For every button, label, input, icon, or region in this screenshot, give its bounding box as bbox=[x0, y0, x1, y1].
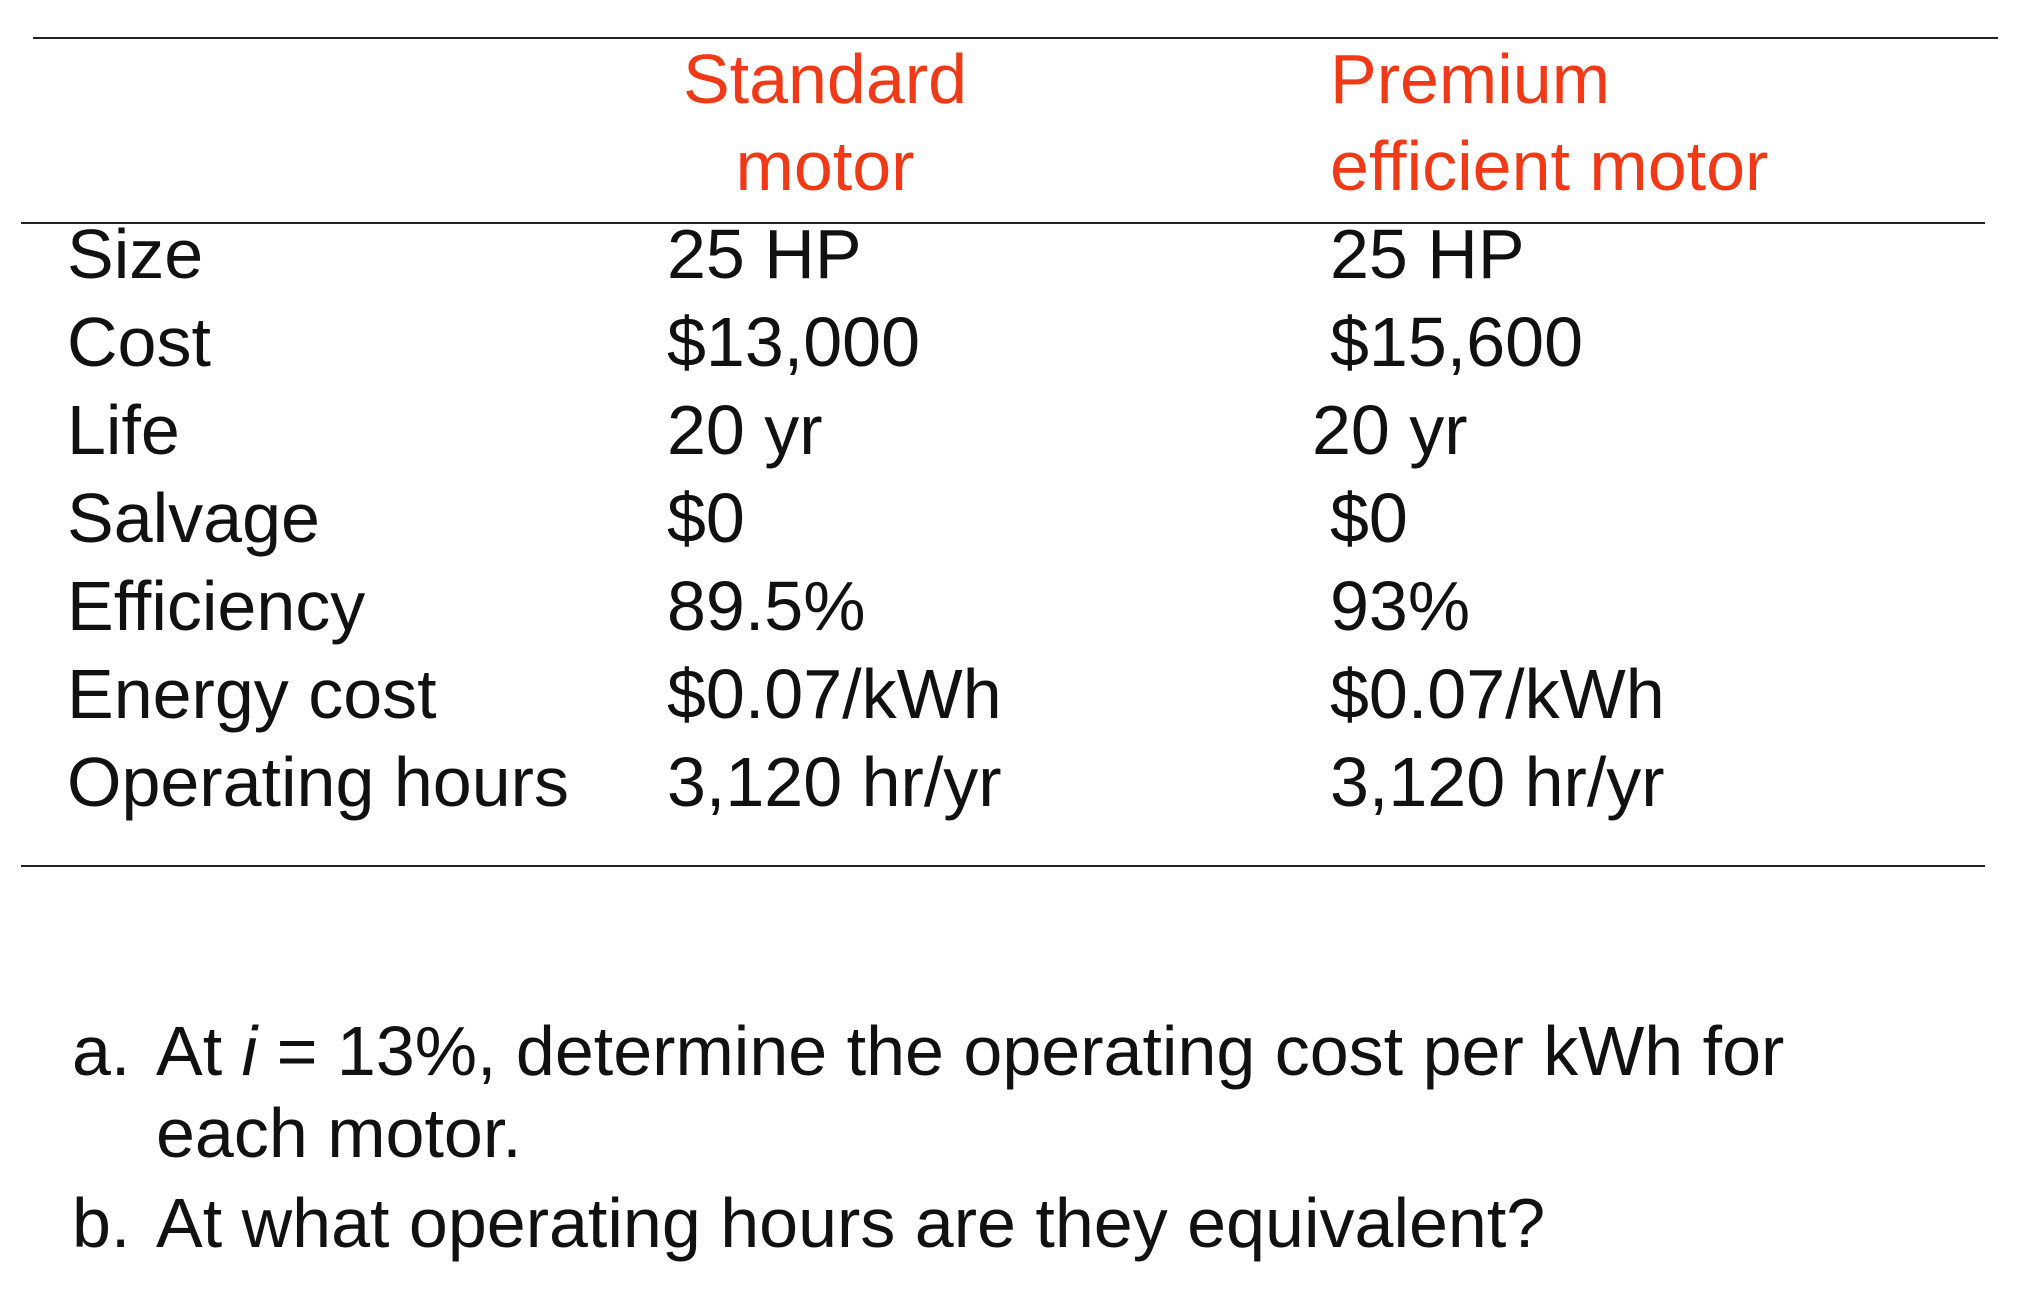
premium-value: 25 HP bbox=[1330, 215, 1525, 293]
question-a-prefix: At bbox=[156, 1012, 242, 1090]
premium-value: 20 yr bbox=[1312, 391, 1468, 469]
row-label: Salvage bbox=[67, 479, 320, 557]
table-row-operating-hours: Operating hours 3,120 hr/yr 3,120 hr/yr bbox=[0, 738, 2032, 826]
question-a: a. At i = 13%, determine the operating co… bbox=[72, 1010, 1784, 1174]
premium-value: $0.07/kWh bbox=[1330, 655, 1665, 733]
row-label: Cost bbox=[67, 303, 211, 381]
table-top-rule bbox=[33, 37, 1998, 39]
table-bottom-rule bbox=[21, 865, 1985, 867]
standard-value: 25 HP bbox=[667, 215, 862, 293]
question-a-line-2: each motor. bbox=[156, 1094, 522, 1172]
header-standard-line-2: motor bbox=[735, 127, 915, 205]
header-premium-motor: Premium efficient motor bbox=[1330, 36, 1768, 210]
question-list: a. At i = 13%, determine the operating co… bbox=[72, 1010, 1784, 1264]
table-row-energy-cost: Energy cost $0.07/kWh $0.07/kWh bbox=[0, 650, 2032, 738]
header-standard-line-1: Standard bbox=[682, 40, 968, 118]
standard-value: $13,000 bbox=[667, 303, 921, 381]
premium-value: $0 bbox=[1330, 479, 1408, 557]
row-label: Energy cost bbox=[67, 655, 437, 733]
row-label: Efficiency bbox=[67, 567, 366, 645]
standard-value: $0.07/kWh bbox=[667, 655, 1002, 733]
table-row-size: Size 25 HP 25 HP bbox=[0, 210, 2032, 298]
standard-value: 89.5% bbox=[667, 567, 866, 645]
question-b: b. At what operating hours are they equiv… bbox=[72, 1182, 1784, 1264]
table-row-salvage: Salvage $0 $0 bbox=[0, 474, 2032, 562]
question-b-marker: b. bbox=[72, 1184, 131, 1262]
header-divider-rule bbox=[21, 222, 1985, 224]
header-premium-line-1: Premium bbox=[1330, 40, 1611, 118]
table-row-life: Life 20 yr 20 yr bbox=[0, 386, 2032, 474]
standard-value: 20 yr bbox=[667, 391, 823, 469]
premium-value: 3,120 hr/yr bbox=[1330, 743, 1665, 821]
question-a-marker: a. bbox=[72, 1012, 131, 1090]
question-a-variable: i bbox=[241, 1012, 258, 1090]
table-row-efficiency: Efficiency 89.5% 93% bbox=[0, 562, 2032, 650]
row-label: Size bbox=[67, 215, 204, 293]
premium-value: 93% bbox=[1330, 567, 1471, 645]
row-label: Life bbox=[67, 391, 180, 469]
standard-value: $0 bbox=[667, 479, 745, 557]
table-row-cost: Cost $13,000 $15,600 bbox=[0, 298, 2032, 386]
question-b-text: At what operating hours are they equival… bbox=[156, 1184, 1546, 1262]
header-premium-line-2: efficient motor bbox=[1330, 127, 1769, 205]
premium-value: $15,600 bbox=[1330, 303, 1584, 381]
row-label: Operating hours bbox=[67, 743, 569, 821]
question-a-line-1: = 13%, determine the operating cost per … bbox=[257, 1012, 1785, 1090]
standard-value: 3,120 hr/yr bbox=[667, 743, 1002, 821]
header-standard-motor: Standard motor bbox=[660, 36, 990, 210]
